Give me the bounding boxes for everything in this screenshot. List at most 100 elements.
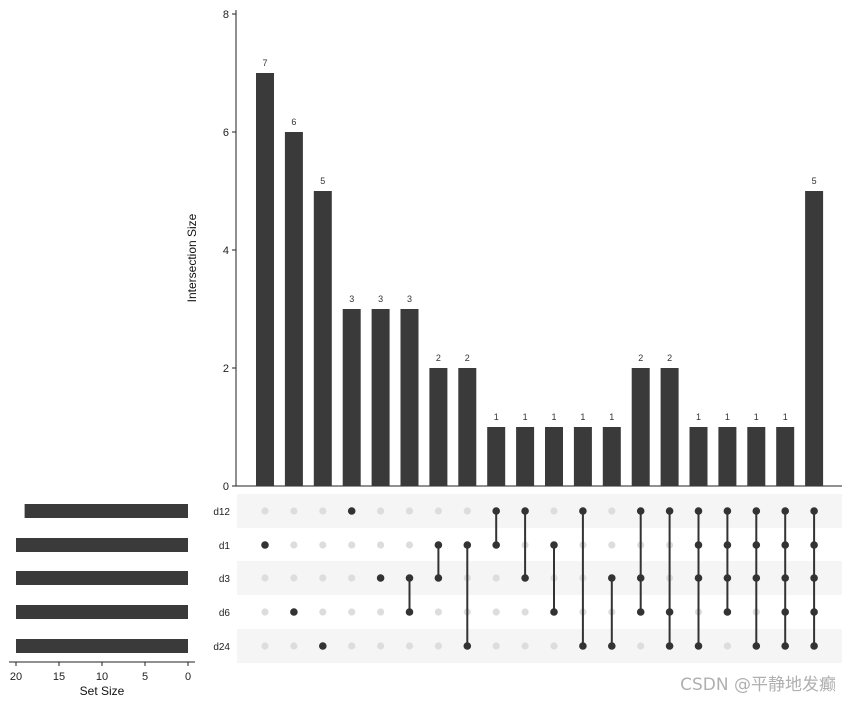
set-size-bar — [24, 504, 188, 518]
matrix-dot-active — [261, 541, 269, 549]
intersection-bar — [429, 368, 448, 486]
intersection-bar — [516, 427, 535, 486]
matrix-dot-inactive — [492, 574, 500, 582]
y-tick-label: 0 — [223, 481, 229, 493]
set-size-bars — [16, 504, 188, 653]
matrix-dot-inactive — [405, 507, 414, 515]
matrix-dot-inactive — [377, 608, 385, 616]
matrix-dot-inactive — [434, 507, 442, 515]
bar-value-label: 3 — [407, 294, 412, 304]
matrix-dot-active — [492, 541, 501, 549]
intersection-bar — [747, 427, 766, 486]
matrix-dot-active — [434, 574, 443, 582]
intersection-bar — [602, 427, 621, 486]
matrix-dot-active — [810, 541, 818, 549]
matrix-dot-active — [752, 574, 761, 582]
matrix-dot-inactive — [608, 541, 616, 549]
matrix-dot-active — [810, 608, 818, 616]
matrix-dot-inactive — [521, 608, 529, 616]
matrix-dot-active — [521, 507, 529, 515]
matrix-dot-active — [492, 507, 501, 515]
bar-value-label: 1 — [783, 412, 788, 422]
set-axis-tick-label: 20 — [10, 671, 22, 683]
matrix-dot-inactive — [550, 507, 558, 515]
bar-value-label: 2 — [667, 353, 672, 363]
bar-value-label: 1 — [725, 412, 730, 422]
set-axis-tick-label: 10 — [96, 671, 108, 683]
set-name-label: d1 — [219, 541, 231, 552]
matrix-dot-active — [521, 574, 529, 582]
intersection-bar — [256, 73, 274, 486]
set-names: d12 d1 d3 d6 d24 — [213, 507, 230, 653]
matrix-dot-inactive — [550, 642, 558, 650]
matrix-dot-inactive — [434, 608, 442, 616]
matrix-dot-inactive — [261, 608, 269, 616]
matrix-dot-active — [550, 608, 558, 616]
intersection-bar — [689, 427, 708, 486]
matrix-dot-active — [608, 642, 616, 650]
matrix-dot-inactive — [319, 541, 327, 549]
bar-value-label: 5 — [320, 176, 325, 186]
matrix-dot-inactive — [348, 574, 356, 582]
matrix-dot-active — [781, 608, 789, 616]
set-size-axis: 20 15 10 5 0 — [9, 661, 195, 683]
bar-value-label: 1 — [551, 412, 556, 422]
intersection-bar — [631, 368, 650, 486]
matrix-dot-inactive — [319, 574, 327, 582]
intersection-bar — [718, 427, 737, 486]
matrix-dot-active — [723, 574, 732, 582]
bar-value-label: 1 — [523, 412, 528, 422]
matrix-dot-inactive — [261, 507, 269, 515]
matrix-dot-active — [405, 574, 414, 582]
intersection-bar — [400, 309, 419, 486]
matrix-dot-active — [694, 642, 703, 650]
matrix-dot-active — [781, 574, 789, 582]
matrix-dot-active — [290, 608, 298, 616]
matrix-dot-inactive — [377, 541, 385, 549]
bar-value-label: 3 — [349, 294, 354, 304]
matrix-dot-inactive — [261, 574, 269, 582]
matrix-dot-active — [781, 642, 789, 650]
set-name-label: d24 — [213, 642, 230, 653]
matrix-dot-active — [810, 574, 818, 582]
intersection-bar — [284, 132, 303, 486]
y-tick-label: 4 — [223, 245, 229, 257]
set-size-bar — [16, 639, 188, 653]
set-axis-tick-label: 5 — [142, 671, 148, 683]
set-size-bar — [16, 605, 188, 619]
matrix-dot-inactive — [492, 642, 500, 650]
matrix-dot-inactive — [463, 507, 471, 515]
intersection-bar — [545, 427, 563, 486]
matrix-dot-active — [376, 574, 385, 582]
matrix-dot-active — [579, 507, 587, 515]
y-axis-title: Intersection Size — [185, 213, 199, 302]
bar-value-label: 2 — [436, 353, 441, 363]
matrix-dot-inactive — [521, 642, 529, 650]
set-size-bar — [16, 538, 188, 552]
intersection-bar — [573, 427, 592, 486]
matrix-dot-active — [781, 541, 789, 549]
matrix-dot-active — [636, 574, 645, 582]
matrix-dot-active — [434, 541, 443, 549]
matrix-dot-inactive — [348, 541, 356, 549]
y-tick-label: 6 — [223, 127, 229, 139]
bar-value-label: 3 — [378, 294, 383, 304]
matrix-dot-active — [752, 507, 761, 515]
matrix-dot-inactive — [290, 507, 298, 515]
matrix-dot-inactive — [290, 541, 298, 549]
matrix-dot-active — [665, 642, 674, 650]
set-size-bar — [16, 571, 188, 585]
matrix-dot-active — [636, 608, 645, 616]
bar-value-label: 1 — [754, 412, 759, 422]
matrix-dot-active — [319, 642, 327, 650]
matrix-dot-active — [347, 507, 356, 515]
matrix-dot-inactive — [405, 642, 414, 650]
bar-value-label: 2 — [465, 353, 470, 363]
matrix-dot-inactive — [290, 642, 298, 650]
bar-value-label: 7 — [262, 58, 267, 68]
matrix-dot-inactive — [348, 642, 356, 650]
matrix-dot-active — [636, 507, 645, 515]
intersection-bar — [660, 368, 679, 486]
intersection-axis: 0 2 4 6 8 — [223, 9, 842, 493]
matrix-dot-active — [752, 541, 761, 549]
